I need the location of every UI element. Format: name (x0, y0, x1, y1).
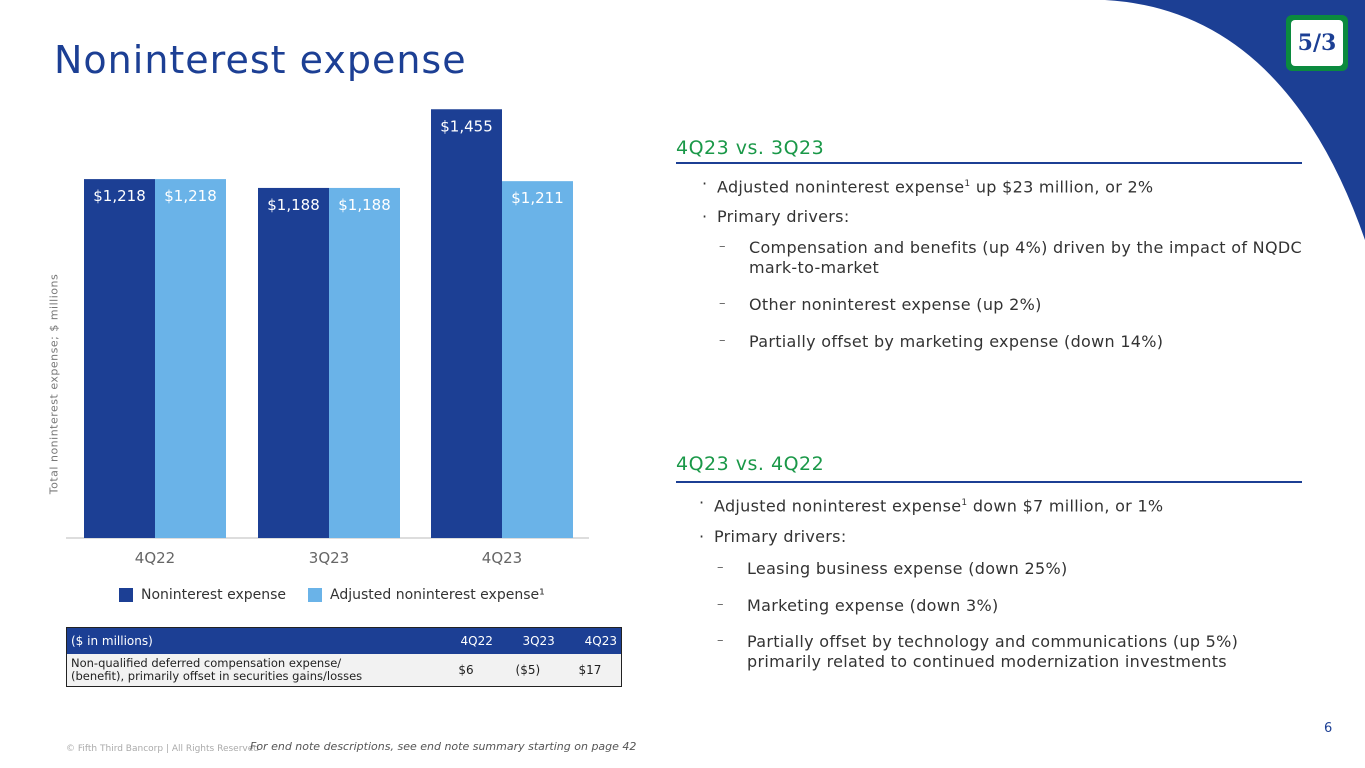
legend-swatch-dark (119, 588, 133, 602)
logo-text: 5/3 (1291, 20, 1343, 66)
bar-4Q23-adjusted (502, 181, 573, 538)
legend-label-adjusted: Adjusted noninterest expense¹ (330, 587, 545, 603)
endnote: For end note descriptions, see end note … (250, 740, 637, 753)
bullet-item: · Primary drivers: (699, 527, 847, 546)
data-label: $1,218 (164, 187, 217, 205)
table-cell: $6 (435, 654, 497, 687)
sub-bullet-item: – Other noninterest expense (up 2%) (719, 295, 1042, 314)
x-tick-label: 4Q22 (135, 549, 175, 567)
table-row: Non-qualified deferred compensation expe… (66, 654, 622, 687)
bar-3Q23-adjusted (329, 187, 400, 538)
section-heading-qoq: 4Q23 vs. 3Q23 (676, 137, 825, 159)
section-divider (676, 162, 1302, 164)
sub-bullet-item: – Partially offset by technology and com… (717, 632, 1239, 671)
legend-item-adjusted: Adjusted noninterest expense¹ (308, 587, 545, 603)
sub-bullet-item: – Partially offset by marketing expense … (719, 332, 1164, 351)
data-label: $1,218 (93, 187, 146, 205)
table-row-label: Non-qualified deferred compensation expe… (66, 654, 435, 687)
fifth-third-logo: 5/3 (1286, 15, 1348, 71)
table-header: 4Q22 (435, 627, 497, 654)
x-tick-label: 3Q23 (309, 549, 349, 567)
bullet-item: · Adjusted noninterest expense1 up $23 m… (702, 174, 1154, 197)
sub-bullet-item: – Compensation and benefits (up 4%) driv… (719, 238, 1302, 277)
legend-label-noninterest: Noninterest expense (141, 587, 287, 603)
data-label: $1,211 (511, 189, 564, 207)
sub-bullet-item: – Marketing expense (down 3%) (717, 596, 999, 615)
nqdc-table: ($ in millions) 4Q22 3Q23 4Q23 Non-quali… (66, 627, 622, 687)
data-label: $1,188 (338, 196, 391, 214)
table-cell: $17 (558, 654, 622, 687)
page-number: 6 (1324, 721, 1333, 736)
x-tick-label: 4Q23 (482, 549, 522, 567)
legend-swatch-light (308, 588, 322, 602)
table-header: 3Q23 (496, 627, 559, 654)
bar-4Q23-noninterest (431, 109, 502, 538)
sub-bullet-item: – Leasing business expense (down 25%) (717, 559, 1068, 578)
data-label: $1,455 (440, 117, 493, 135)
table-header-row: ($ in millions) 4Q22 3Q23 4Q23 (66, 627, 622, 654)
legend-item-noninterest: Noninterest expense (119, 587, 286, 603)
bar-chart: $1,218 $1,218 4Q22 $1,188 $1,188 3Q23 $1,455 $1… (66, 109, 589, 567)
section-divider (676, 481, 1302, 483)
bullet-item: · Adjusted noninterest expense1 down $7 … (699, 493, 1164, 516)
table-header: ($ in millions) (66, 627, 435, 654)
bullet-item: · Primary drivers: (702, 207, 850, 226)
page-title: Noninterest expense (54, 38, 467, 82)
copyright: © Fifth Third Bancorp | All Rights Reser… (66, 744, 259, 754)
data-label: $1,188 (267, 196, 320, 214)
bar-4Q22-noninterest (84, 179, 155, 538)
bar-3Q23-noninterest (258, 187, 329, 538)
table-header: 4Q23 (558, 627, 622, 654)
table-cell: ($5) (496, 654, 559, 687)
section-heading-yoy: 4Q23 vs. 4Q22 (676, 453, 825, 475)
bar-4Q22-adjusted (155, 179, 226, 538)
